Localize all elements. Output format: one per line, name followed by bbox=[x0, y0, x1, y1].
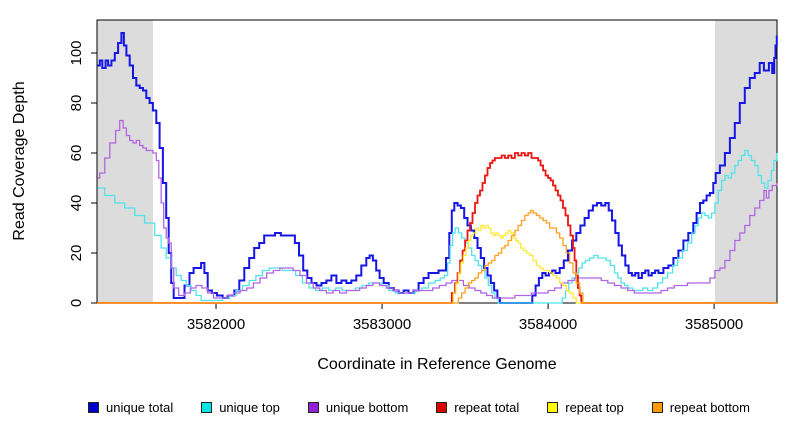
svg-text:3583000: 3583000 bbox=[353, 316, 411, 333]
legend-item-repeat-total: repeat total bbox=[436, 401, 519, 414]
legend-item-unique-bottom: unique bottom bbox=[307, 399, 409, 415]
svg-text:60: 60 bbox=[68, 145, 85, 162]
svg-text:3582000: 3582000 bbox=[187, 316, 245, 333]
legend-swatch-repeat-top bbox=[547, 401, 559, 413]
legend-swatch-unique-total bbox=[88, 401, 99, 413]
legend-item-repeat-bottom: repeat bottom bbox=[651, 399, 750, 415]
y-axis-title: Read Coverage Depth bbox=[11, 81, 28, 241]
legend-item-unique-top: unique top bbox=[201, 401, 280, 414]
legend-label-unique-total: unique total bbox=[106, 399, 174, 415]
legend-swatch-unique-top bbox=[201, 401, 213, 413]
x-axis-title: Coordinate in Reference Genome bbox=[317, 356, 557, 373]
legend-label-repeat-bottom: repeat bottom bbox=[669, 399, 750, 415]
svg-text:3585000: 3585000 bbox=[685, 316, 743, 333]
svg-text:100: 100 bbox=[68, 40, 85, 65]
legend-swatch-repeat-bottom bbox=[651, 401, 663, 413]
svg-text:20: 20 bbox=[68, 245, 85, 262]
legend-label-unique-top: unique top bbox=[219, 399, 280, 415]
legend-item-repeat-top: repeat top bbox=[547, 401, 624, 414]
svg-text:3584000: 3584000 bbox=[519, 316, 577, 333]
legend-item-unique-total: unique total bbox=[88, 401, 173, 414]
svg-text:0: 0 bbox=[68, 299, 85, 307]
svg-text:80: 80 bbox=[68, 95, 85, 112]
legend-label-repeat-top: repeat top bbox=[565, 399, 624, 415]
legend-swatch-repeat-total bbox=[436, 401, 448, 413]
legend: unique total unique top unique bottom re… bbox=[88, 398, 750, 416]
svg-text:40: 40 bbox=[68, 195, 85, 212]
legend-label-unique-bottom: unique bottom bbox=[325, 399, 409, 415]
legend-label-repeat-total: repeat total bbox=[454, 399, 520, 415]
legend-swatch-unique-bottom bbox=[307, 401, 319, 413]
